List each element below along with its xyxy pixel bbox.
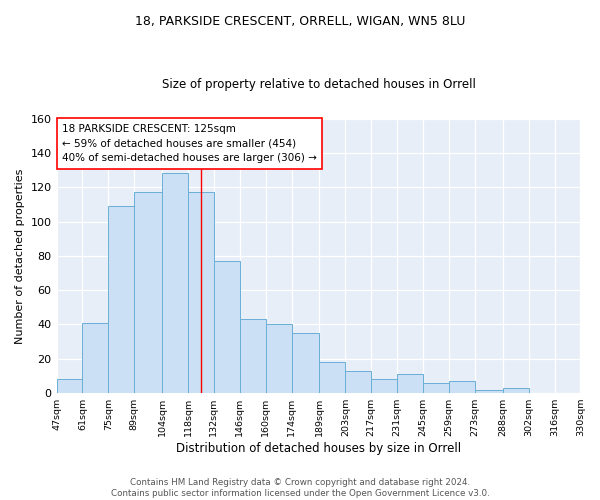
Bar [449, 381, 475, 393]
Bar [109, 206, 134, 393]
Bar [56, 380, 82, 393]
Bar [188, 192, 214, 393]
Y-axis label: Number of detached properties: Number of detached properties [15, 168, 25, 344]
Bar [240, 320, 266, 393]
Bar [266, 324, 292, 393]
Bar [371, 380, 397, 393]
X-axis label: Distribution of detached houses by size in Orrell: Distribution of detached houses by size … [176, 442, 461, 455]
Title: Size of property relative to detached houses in Orrell: Size of property relative to detached ho… [161, 78, 475, 91]
Bar [82, 322, 109, 393]
Bar [292, 333, 319, 393]
Bar [475, 390, 503, 393]
Bar [319, 362, 346, 393]
Bar [397, 374, 423, 393]
Bar [162, 174, 188, 393]
Bar [134, 192, 162, 393]
Text: 18 PARKSIDE CRESCENT: 125sqm
← 59% of detached houses are smaller (454)
40% of s: 18 PARKSIDE CRESCENT: 125sqm ← 59% of de… [62, 124, 317, 164]
Bar [503, 388, 529, 393]
Bar [423, 383, 449, 393]
Bar [346, 371, 371, 393]
Bar [214, 261, 240, 393]
Text: 18, PARKSIDE CRESCENT, ORRELL, WIGAN, WN5 8LU: 18, PARKSIDE CRESCENT, ORRELL, WIGAN, WN… [135, 15, 465, 28]
Text: Contains HM Land Registry data © Crown copyright and database right 2024.
Contai: Contains HM Land Registry data © Crown c… [110, 478, 490, 498]
